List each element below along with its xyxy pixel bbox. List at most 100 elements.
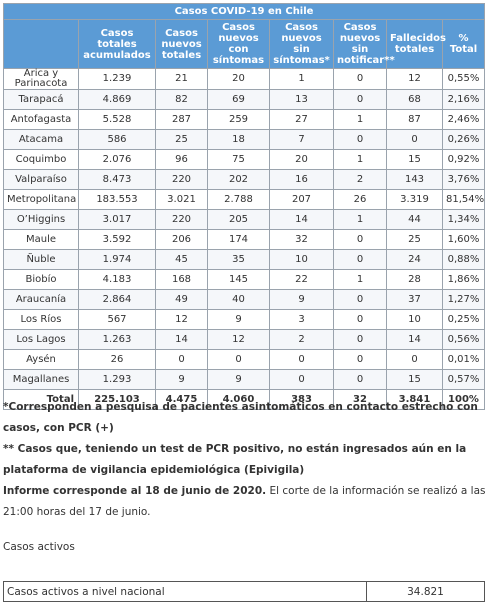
table-cell: 0 bbox=[333, 309, 387, 330]
table-cell: 174 bbox=[207, 229, 270, 250]
total-cell: 225.103 bbox=[78, 389, 156, 410]
table-cell: 9 bbox=[269, 289, 334, 310]
header-cell: Casos nuevos sin síntomas* bbox=[269, 19, 334, 69]
region-name: Araucanía bbox=[3, 289, 79, 310]
table-cell: 0,26% bbox=[441, 129, 486, 150]
table-cell: 28 bbox=[386, 269, 443, 290]
table-cell: 75 bbox=[207, 149, 270, 170]
table-title-row: Casos COVID-19 en Chile bbox=[2, 3, 486, 20]
table-cell: 0 bbox=[333, 89, 387, 110]
header-cell: Casos nuevos con síntomas bbox=[207, 19, 270, 69]
table-cell: 3 bbox=[269, 309, 334, 330]
table-cell: 37 bbox=[386, 289, 443, 310]
table-row: O’Higgins 3.017 220 205 14 1 44 1,34% bbox=[3, 209, 486, 230]
table-cell: 0 bbox=[155, 349, 208, 370]
table-cell: 96 bbox=[155, 149, 208, 170]
report-cutoff: El corte de la información se realizó a … bbox=[3, 485, 486, 518]
table-cell: 2,16% bbox=[441, 89, 486, 110]
table-cell: 81,54% bbox=[441, 189, 486, 210]
table-cell: 45 bbox=[155, 249, 208, 270]
region-name: Ñuble bbox=[3, 249, 79, 270]
header-cell: % Total bbox=[441, 19, 486, 69]
table-cell: 1 bbox=[333, 109, 387, 130]
region-name: Tarapacá bbox=[3, 89, 79, 110]
total-cell: 4.475 bbox=[155, 389, 208, 410]
table-cell: 1,34% bbox=[441, 209, 486, 230]
table-cell: 0,01% bbox=[441, 349, 486, 370]
table-cell: 32 bbox=[269, 229, 334, 250]
table-cell: 0,56% bbox=[441, 329, 486, 350]
table-cell: 3.592 bbox=[78, 229, 156, 250]
table-cell: 14 bbox=[155, 329, 208, 350]
table-cell: 12 bbox=[386, 68, 443, 90]
table-cell: 207 bbox=[269, 189, 334, 210]
region-name: O’Higgins bbox=[3, 209, 79, 230]
region-name: Metropolitana bbox=[3, 189, 79, 210]
total-cell: 100% bbox=[441, 389, 486, 410]
table-cell: 12 bbox=[207, 329, 270, 350]
table-cell: 0 bbox=[333, 329, 387, 350]
region-name: Los Lagos bbox=[3, 329, 79, 350]
table-cell: 168 bbox=[155, 269, 208, 290]
table-cell: 259 bbox=[207, 109, 270, 130]
covid-cases-table: Casos COVID-19 en Chile Casos totales ac… bbox=[2, 3, 486, 410]
table-total-row: Total 225.103 4.475 4.060 383 32 3.841 100% bbox=[3, 389, 486, 410]
table-cell: 13 bbox=[269, 89, 334, 110]
active-cases-label: Casos activos a nivel nacional bbox=[3, 581, 367, 602]
table-cell: 27 bbox=[269, 109, 334, 130]
region-name: Arica y Parinacota bbox=[3, 68, 79, 90]
table-cell: 87 bbox=[386, 109, 443, 130]
table-cell: 12 bbox=[155, 309, 208, 330]
table-cell: 183.553 bbox=[78, 189, 156, 210]
table-cell: 21 bbox=[155, 68, 208, 90]
table-cell: 0,55% bbox=[441, 68, 486, 90]
report-date: Informe corresponde al 18 de junio de 20… bbox=[3, 485, 267, 497]
table-cell: 0 bbox=[333, 68, 387, 90]
table-cell: 4.869 bbox=[78, 89, 156, 110]
table-cell: 10 bbox=[386, 309, 443, 330]
table-row: Tarapacá 4.869 82 69 13 0 68 2,16% bbox=[3, 89, 486, 110]
table-cell: 2.076 bbox=[78, 149, 156, 170]
table-cell: 4.183 bbox=[78, 269, 156, 290]
table-cell: 0 bbox=[333, 249, 387, 270]
table-cell: 15 bbox=[386, 149, 443, 170]
table-cell: 0,92% bbox=[441, 149, 486, 170]
table-cell: 0,88% bbox=[441, 249, 486, 270]
table-cell: 3.017 bbox=[78, 209, 156, 230]
table-cell: 0 bbox=[269, 369, 334, 390]
table-cell: 220 bbox=[155, 209, 208, 230]
table-cell: 0,25% bbox=[441, 309, 486, 330]
table-cell: 3,76% bbox=[441, 169, 486, 190]
table-cell: 1.293 bbox=[78, 369, 156, 390]
region-name: Valparaíso bbox=[3, 169, 79, 190]
table-row: Ñuble 1.974 45 35 10 0 24 0,88% bbox=[3, 249, 486, 270]
table-cell: 69 bbox=[207, 89, 270, 110]
table-cell: 2,46% bbox=[441, 109, 486, 130]
table-cell: 25 bbox=[155, 129, 208, 150]
table-title: Casos COVID-19 en Chile bbox=[2, 3, 486, 20]
table-row: Arica y Parinacota 1.239 21 20 1 0 12 0,55% bbox=[3, 68, 486, 90]
table-cell: 35 bbox=[207, 249, 270, 270]
table-cell: 3.319 bbox=[386, 189, 443, 210]
active-cases-heading: Casos activos bbox=[3, 541, 75, 553]
table-cell: 3.021 bbox=[155, 189, 208, 210]
table-cell: 5.528 bbox=[78, 109, 156, 130]
table-cell: 0 bbox=[333, 349, 387, 370]
table-cell: 0 bbox=[333, 229, 387, 250]
region-name: Biobío bbox=[3, 269, 79, 290]
footnotes: *Corresponden a pesquisa de pacientes as… bbox=[3, 397, 487, 523]
table-cell: 25 bbox=[386, 229, 443, 250]
header-corner bbox=[3, 19, 79, 69]
table-cell: 10 bbox=[269, 249, 334, 270]
table-cell: 9 bbox=[207, 369, 270, 390]
table-row: Aysén 26 0 0 0 0 0 0,01% bbox=[3, 349, 486, 370]
table-cell: 287 bbox=[155, 109, 208, 130]
table-cell: 44 bbox=[386, 209, 443, 230]
table-cell: 1 bbox=[333, 269, 387, 290]
active-cases-value: 34.821 bbox=[366, 581, 485, 602]
table-header-row: Casos totales acumulados Casos nuevos to… bbox=[3, 19, 486, 69]
table-row: Magallanes 1.293 9 9 0 0 15 0,57% bbox=[3, 369, 486, 390]
table-cell: 14 bbox=[269, 209, 334, 230]
table-cell: 2 bbox=[333, 169, 387, 190]
active-cases-row: Casos activos a nivel nacional 34.821 bbox=[3, 581, 485, 602]
